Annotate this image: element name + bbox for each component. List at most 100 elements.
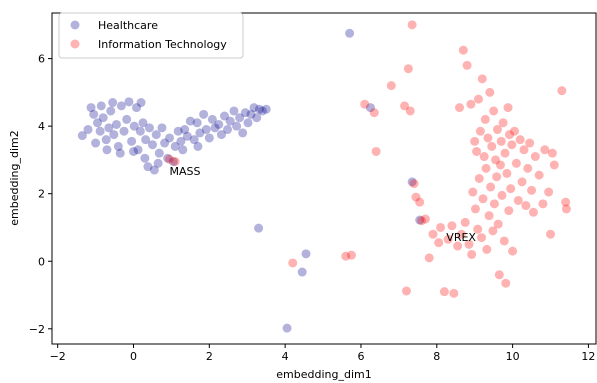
data-point (192, 118, 202, 128)
data-point (479, 152, 489, 162)
data-point (407, 177, 417, 187)
data-point (249, 103, 259, 113)
data-point (135, 126, 145, 136)
data-point (501, 278, 511, 288)
data-point (487, 141, 497, 151)
annotation-vrex: VREX (446, 231, 476, 244)
data-point (464, 239, 474, 249)
series-information-technology (165, 20, 571, 298)
data-point (486, 182, 496, 192)
data-point (133, 145, 143, 155)
data-point (129, 121, 139, 131)
data-point (401, 286, 411, 296)
data-point (153, 158, 163, 168)
data-point (204, 133, 214, 143)
data-point (506, 184, 516, 194)
y-tick-label: 2 (38, 188, 45, 201)
legend-marker-healthcare (70, 20, 80, 30)
data-point (492, 172, 502, 182)
data-point (170, 141, 180, 151)
data-point (456, 229, 466, 239)
data-point (170, 157, 180, 167)
data-point (154, 148, 164, 158)
data-point (417, 216, 427, 226)
data-point (409, 179, 419, 189)
data-point (223, 125, 233, 135)
data-point (176, 136, 186, 146)
data-point (104, 123, 114, 133)
y-tick-label: 4 (38, 120, 45, 133)
data-point (481, 163, 491, 173)
data-point (504, 206, 514, 216)
data-point (544, 187, 554, 197)
data-point (386, 81, 396, 91)
data-point (113, 141, 123, 151)
data-point (477, 74, 487, 84)
data-point (345, 28, 355, 38)
data-point (178, 145, 188, 155)
data-point (157, 123, 167, 133)
data-point (122, 114, 132, 124)
data-point (403, 64, 413, 74)
x-tick-label: 8 (433, 350, 440, 363)
data-point (493, 219, 503, 229)
data-point (109, 130, 119, 140)
data-point (371, 146, 381, 156)
data-point (77, 131, 87, 141)
data-point (507, 140, 517, 150)
data-point (160, 138, 170, 148)
data-point (173, 126, 183, 136)
plot-background (52, 13, 596, 344)
data-point (517, 177, 527, 187)
data-point (508, 246, 518, 256)
data-point (470, 204, 480, 214)
data-point (491, 155, 501, 165)
data-point (492, 125, 502, 135)
data-point (254, 104, 264, 114)
data-point (415, 197, 425, 207)
plot-area: MASS VREX (51, 12, 597, 345)
data-point (467, 249, 477, 259)
x-tick-label: −2 (50, 350, 66, 363)
annotation-mass: MASS (170, 165, 201, 178)
data-point (182, 131, 192, 141)
data-point (483, 133, 493, 143)
data-point (193, 141, 203, 151)
data-point (472, 146, 482, 156)
data-point (282, 323, 292, 333)
data-point (415, 215, 425, 225)
data-point (141, 135, 151, 145)
data-point (214, 119, 224, 129)
data-point (455, 103, 465, 113)
data-point (360, 99, 370, 109)
data-point (484, 211, 494, 221)
x-tick-label: 6 (357, 350, 364, 363)
data-point (411, 192, 421, 202)
data-point (136, 98, 146, 108)
legend-marker-information-technology (70, 39, 80, 49)
data-point (447, 221, 457, 231)
y-tick-label: 0 (38, 255, 45, 268)
data-point (101, 135, 111, 145)
data-point (503, 103, 513, 113)
data-point (95, 126, 105, 136)
data-point (424, 253, 434, 263)
data-point (515, 135, 525, 145)
data-point (466, 99, 476, 109)
data-point (301, 249, 311, 259)
x-axis-label: embedding_dim1 (276, 368, 371, 381)
data-point (235, 113, 245, 123)
data-point (400, 101, 410, 111)
data-point (428, 229, 438, 239)
data-point (238, 128, 248, 138)
data-point (252, 113, 262, 123)
data-point (528, 207, 538, 217)
data-point (261, 104, 271, 114)
x-axis: −2 0 2 4 6 8 10 12 (50, 344, 595, 363)
data-point (89, 109, 99, 119)
data-point (106, 106, 116, 116)
data-point (494, 270, 504, 280)
data-point (489, 199, 499, 209)
y-axis-label: embedding_dim2 (8, 130, 21, 225)
data-point (225, 116, 235, 126)
